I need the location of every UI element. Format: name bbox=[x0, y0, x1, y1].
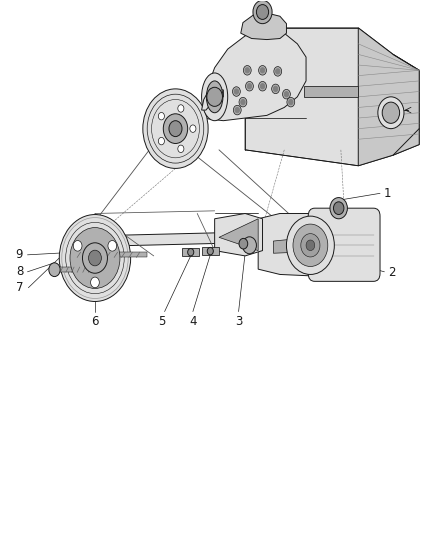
Polygon shape bbox=[201, 247, 219, 255]
Circle shape bbox=[382, 102, 399, 123]
Circle shape bbox=[91, 277, 99, 288]
Circle shape bbox=[333, 202, 344, 215]
Circle shape bbox=[82, 243, 107, 273]
Circle shape bbox=[256, 5, 268, 19]
Polygon shape bbox=[304, 86, 358, 97]
Circle shape bbox=[169, 120, 182, 136]
Polygon shape bbox=[201, 89, 223, 110]
Circle shape bbox=[239, 98, 247, 107]
Circle shape bbox=[235, 108, 240, 113]
Circle shape bbox=[253, 1, 272, 23]
Text: 9: 9 bbox=[16, 248, 23, 261]
Circle shape bbox=[178, 105, 184, 112]
Polygon shape bbox=[245, 28, 419, 166]
Polygon shape bbox=[215, 214, 262, 256]
Circle shape bbox=[330, 198, 347, 219]
Text: 3: 3 bbox=[235, 316, 242, 328]
FancyBboxPatch shape bbox=[308, 208, 380, 281]
Polygon shape bbox=[273, 237, 311, 253]
Circle shape bbox=[66, 222, 124, 294]
Ellipse shape bbox=[201, 73, 228, 120]
Circle shape bbox=[245, 68, 250, 73]
Circle shape bbox=[59, 215, 131, 302]
Circle shape bbox=[73, 240, 82, 251]
Circle shape bbox=[49, 263, 60, 277]
Circle shape bbox=[306, 240, 315, 251]
Circle shape bbox=[88, 250, 101, 266]
Circle shape bbox=[159, 138, 164, 145]
Circle shape bbox=[233, 106, 241, 115]
Text: 1: 1 bbox=[384, 187, 391, 200]
Circle shape bbox=[62, 217, 128, 298]
Circle shape bbox=[287, 98, 295, 107]
Circle shape bbox=[178, 145, 184, 152]
Circle shape bbox=[243, 237, 256, 254]
Circle shape bbox=[289, 100, 293, 105]
Circle shape bbox=[273, 86, 278, 92]
Circle shape bbox=[284, 92, 289, 97]
Circle shape bbox=[190, 125, 196, 132]
Polygon shape bbox=[258, 214, 358, 276]
Circle shape bbox=[293, 224, 328, 266]
Circle shape bbox=[239, 238, 248, 249]
Text: 4: 4 bbox=[189, 316, 197, 328]
Polygon shape bbox=[219, 219, 258, 251]
Polygon shape bbox=[241, 13, 286, 39]
Circle shape bbox=[207, 87, 223, 107]
Circle shape bbox=[301, 233, 320, 257]
Text: 6: 6 bbox=[91, 316, 99, 328]
Circle shape bbox=[286, 216, 334, 274]
Circle shape bbox=[272, 84, 279, 94]
Circle shape bbox=[234, 89, 239, 94]
Circle shape bbox=[187, 248, 194, 256]
Text: 5: 5 bbox=[158, 316, 165, 328]
Circle shape bbox=[143, 89, 208, 168]
Circle shape bbox=[108, 240, 117, 251]
Circle shape bbox=[276, 69, 280, 74]
Circle shape bbox=[260, 68, 265, 73]
Circle shape bbox=[378, 97, 404, 128]
Circle shape bbox=[147, 94, 204, 163]
Bar bbox=[75, 252, 147, 257]
Text: 7: 7 bbox=[16, 281, 23, 294]
Text: 8: 8 bbox=[16, 265, 23, 278]
Circle shape bbox=[163, 114, 187, 143]
Circle shape bbox=[233, 87, 240, 96]
Bar bbox=[58, 267, 97, 272]
Circle shape bbox=[159, 112, 164, 120]
Text: 2: 2 bbox=[388, 266, 396, 279]
Circle shape bbox=[70, 228, 120, 288]
Polygon shape bbox=[201, 30, 306, 120]
Circle shape bbox=[207, 247, 213, 255]
Circle shape bbox=[246, 82, 253, 91]
Circle shape bbox=[258, 66, 266, 75]
Circle shape bbox=[258, 82, 266, 91]
Circle shape bbox=[260, 84, 265, 89]
Circle shape bbox=[241, 100, 245, 105]
Circle shape bbox=[283, 90, 290, 99]
Circle shape bbox=[152, 100, 199, 158]
Circle shape bbox=[274, 67, 282, 76]
Circle shape bbox=[247, 84, 252, 89]
Ellipse shape bbox=[206, 81, 223, 113]
Polygon shape bbox=[97, 230, 315, 246]
Polygon shape bbox=[358, 28, 419, 166]
Circle shape bbox=[244, 66, 251, 75]
Polygon shape bbox=[182, 248, 199, 256]
